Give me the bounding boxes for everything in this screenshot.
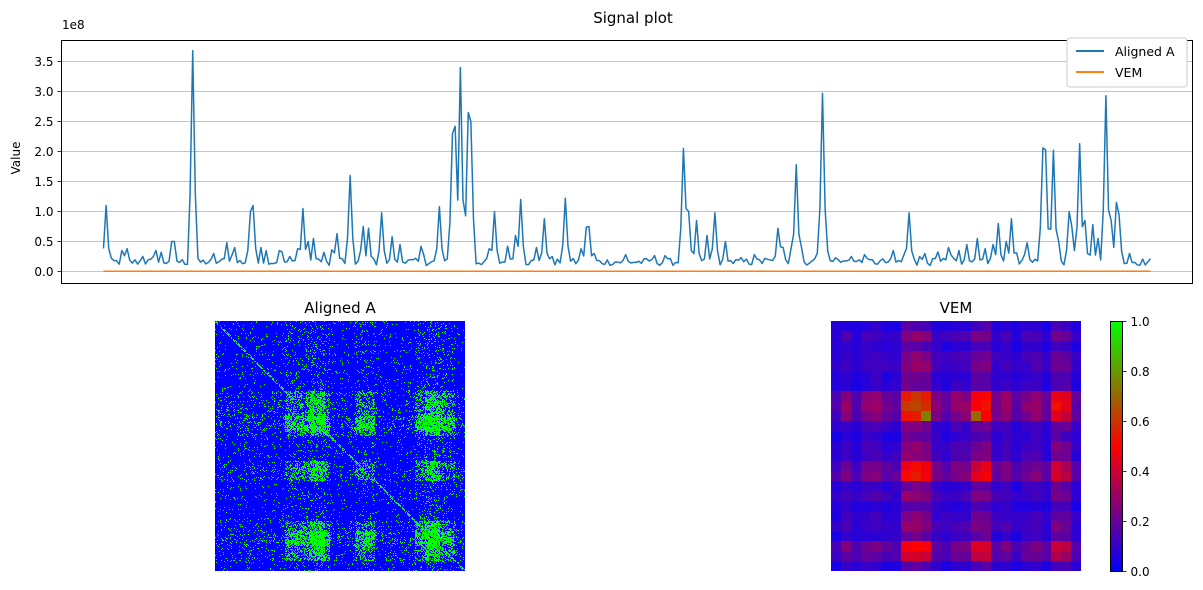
y-ticks: 0.0 0.5 1.0 1.5 2.0 2.5 3.0 3.5 [34,55,62,279]
colorbar-tick-label: 1.0 [1131,315,1150,329]
heatmap-aligned-a-title: Aligned A [304,299,376,317]
signal-plot-frame [61,40,1193,284]
legend: Aligned A VEM [1066,37,1188,88]
colorbar-tick-label: 0.0 [1131,565,1150,579]
y-scale-offset-label: 1e8 [62,18,85,32]
colorbar-gradient [1110,321,1123,572]
y-tick-label: 2.5 [34,115,53,129]
legend-label-aligned-a: Aligned A [1115,44,1175,59]
legend-label-vem: VEM [1115,65,1142,80]
signal-plot: Signal plot 1e8 Value 0.0 0.5 1.0 1.5 2.0 2.5… [9,9,1193,284]
colorbar-tick-label: 0.8 [1131,365,1150,379]
heatmap-aligned-a [215,321,465,571]
colorbar: 0.0 0.2 0.4 0.6 0.8 1.0 [1110,315,1150,579]
y-grid [61,61,1193,272]
series-lines [102,49,1152,272]
colorbar-ticks: 0.0 0.2 0.4 0.6 0.8 1.0 [1122,315,1150,579]
heatmap-vem [831,321,1081,571]
series-line-aligned-a [102,49,1152,267]
y-tick-label: 0.5 [34,235,53,249]
y-tick-label: 1.5 [34,175,53,189]
colorbar-tick-label: 0.6 [1131,415,1150,429]
colorbar-tick-label: 0.2 [1131,515,1150,529]
heatmap-vem-title: VEM [940,299,973,317]
y-tick-label: 3.5 [34,55,53,69]
y-tick-label: 0.0 [34,265,53,279]
y-axis-label: Value [9,142,23,175]
y-tick-label: 1.0 [34,205,53,219]
colorbar-tick-label: 0.4 [1131,465,1150,479]
signal-plot-title: Signal plot [593,9,673,27]
y-tick-label: 3.0 [34,85,53,99]
y-tick-label: 2.0 [34,145,53,159]
